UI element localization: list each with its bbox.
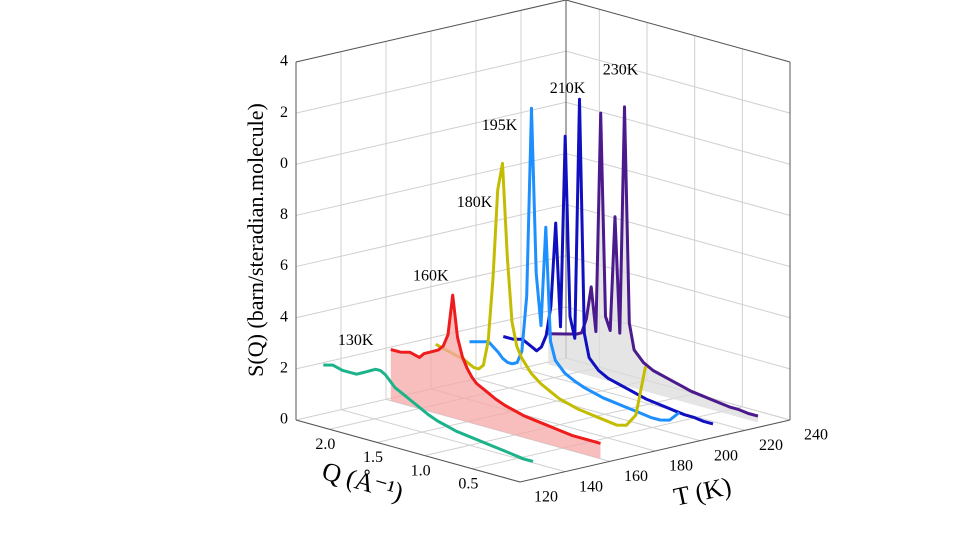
t-tick-label: 120 — [534, 489, 558, 506]
t-tick-label: 180 — [669, 458, 693, 475]
x-tick-label: 1.5 — [363, 449, 383, 466]
axis-edge — [295, 0, 567, 63]
t-axis-label: T (K) — [671, 471, 734, 511]
t-tick-label: 140 — [579, 478, 603, 495]
t-tick-label: 240 — [804, 427, 828, 444]
series-label: 180K — [457, 194, 493, 211]
series-line — [390, 293, 601, 445]
series-line — [435, 161, 647, 427]
series-line — [502, 97, 714, 426]
axis-edge — [565, 0, 791, 63]
grid-line — [565, 101, 791, 165]
area-fill — [390, 295, 601, 459]
series-label: 160K — [413, 268, 449, 285]
grid-line — [520, 367, 746, 431]
axis-edge — [295, 419, 521, 483]
y-tick-label: 8 — [280, 206, 288, 223]
grid-line — [424, 393, 695, 457]
series-label: 230K — [603, 62, 639, 79]
y-tick-label: 4 — [280, 53, 288, 70]
series-line — [469, 106, 681, 422]
t-tick-label: 220 — [759, 437, 783, 454]
y-axis-label: S(Q) (barn/steradian.molecule) — [243, 103, 268, 377]
y-tick-label: 0 — [280, 155, 288, 172]
y-tick-label: 2 — [280, 360, 288, 377]
series-label: 130K — [338, 332, 374, 349]
grid-line — [475, 378, 701, 442]
grid-line — [472, 406, 743, 470]
grid-line — [565, 50, 791, 114]
axis-edge — [519, 419, 791, 483]
x-tick-label: 0.5 — [458, 475, 478, 492]
x-tick-label: 2.0 — [315, 436, 335, 453]
area-fill — [548, 106, 758, 423]
y-tick-label: 4 — [280, 308, 288, 325]
y-tick-label: 6 — [280, 257, 288, 274]
y-tick-label: 2 — [280, 104, 288, 121]
series-label: 195K — [482, 117, 518, 134]
y-tick-label: 0 — [280, 411, 288, 428]
t-tick-label: 160 — [624, 468, 648, 485]
x-tick-label: 1.0 — [411, 462, 431, 479]
t-tick-label: 200 — [714, 447, 738, 464]
series-label: 210K — [550, 80, 586, 97]
series-line — [323, 363, 534, 463]
